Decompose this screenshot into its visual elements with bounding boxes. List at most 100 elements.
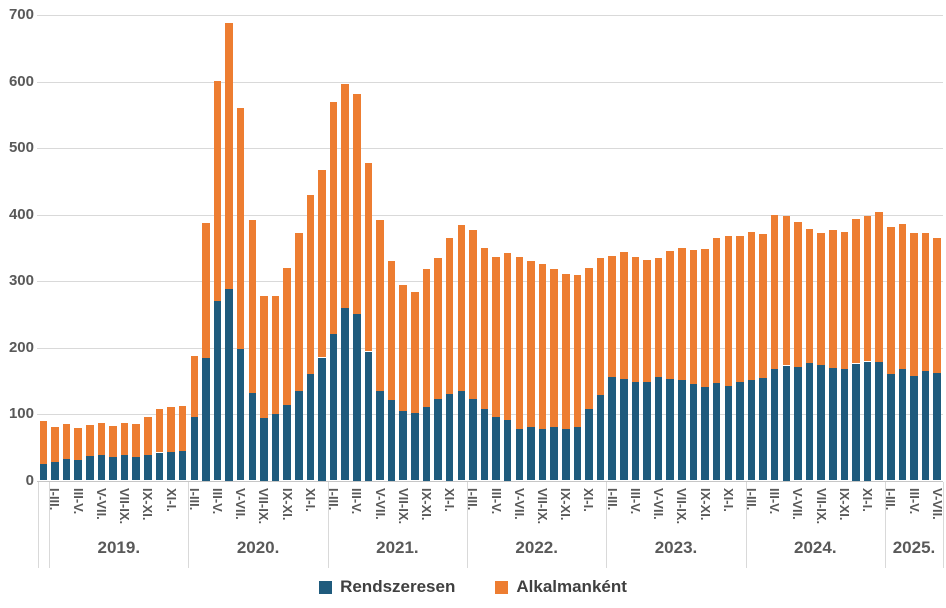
x-tick-label: I-III. xyxy=(604,488,620,511)
separator-after-group-2 xyxy=(327,482,329,568)
bar-segment-rendszeresen xyxy=(387,400,396,481)
bar-segment-alkalmankent xyxy=(51,426,59,462)
x-tick-label: V-VII. xyxy=(929,488,945,520)
x-tick-label: I-III. xyxy=(883,488,899,511)
bar-segment-alkalmankent xyxy=(353,94,361,315)
bar-segment-alkalmankent xyxy=(759,233,767,379)
bar-segment-rendszeresen xyxy=(51,461,59,481)
x-tick-label: IX-XI. xyxy=(697,488,713,521)
x-tick-label: VII-IX. xyxy=(674,488,690,525)
bar-segment-alkalmankent xyxy=(492,257,500,418)
bar-segment-alkalmankent xyxy=(260,295,268,418)
bar-segment-alkalmankent xyxy=(109,426,117,457)
bar-segment-rendszeresen xyxy=(434,399,442,481)
bar-segment-rendszeresen xyxy=(701,386,709,481)
bar-segment-rendszeresen xyxy=(283,405,291,481)
x-tick-label: IX-XI. xyxy=(836,488,852,521)
bar-segment-rendszeresen xyxy=(445,394,454,481)
bar-segment-rendszeresen xyxy=(840,369,849,481)
bar-segment-rendszeresen xyxy=(910,376,918,481)
bar-segment-alkalmankent xyxy=(341,83,349,309)
bar-segment-alkalmankent xyxy=(654,258,663,378)
bar-segment-rendszeresen xyxy=(97,455,106,481)
x-tick-label: XI-I. xyxy=(720,488,736,512)
bar-segment-rendszeresen xyxy=(770,369,779,481)
x-tick-label: XI-I. xyxy=(163,488,179,512)
bar-segment-alkalmankent xyxy=(887,226,895,374)
y-tick-label-0: 0 xyxy=(25,471,34,489)
bar-segment-rendszeresen xyxy=(457,390,465,481)
bar-segment-rendszeresen xyxy=(596,395,605,481)
bar-segment-rendszeresen xyxy=(492,417,500,481)
bar-segment-rendszeresen xyxy=(422,407,431,481)
gridline-0 xyxy=(37,480,943,482)
gridline-700 xyxy=(37,15,943,16)
bar-segment-rendszeresen xyxy=(527,426,535,481)
bar-segment-alkalmankent xyxy=(376,219,384,391)
bar-segment-alkalmankent xyxy=(155,409,164,453)
bar-segment-rendszeresen xyxy=(887,373,895,481)
bar-segment-rendszeresen xyxy=(260,418,268,481)
bar-segment-alkalmankent xyxy=(318,169,326,358)
x-tick-label: III-V. xyxy=(767,488,783,515)
x-tick-label: IX-XI. xyxy=(558,488,574,521)
bar-segment-rendszeresen xyxy=(678,380,686,481)
bar-segment-alkalmankent xyxy=(457,225,465,391)
year-label-2024: 2024. xyxy=(794,538,837,557)
bar-segment-rendszeresen xyxy=(794,366,802,481)
x-tick-label: VII-IX. xyxy=(395,488,411,525)
gridline-500 xyxy=(37,148,943,149)
separator-after-group-5 xyxy=(745,482,747,568)
legend: Rendszeresen Alkalmanként xyxy=(0,577,946,597)
x-tick-label: I-III. xyxy=(47,488,63,511)
bar-segment-rendszeresen xyxy=(376,390,384,481)
bar-segment-alkalmankent xyxy=(364,162,373,352)
bar-segment-alkalmankent xyxy=(724,235,732,387)
legend-label-rendszeresen: Rendszeresen xyxy=(340,577,456,596)
bar-segment-rendszeresen xyxy=(782,365,790,481)
x-tick-label: XI-I. xyxy=(860,488,875,512)
bar-segment-rendszeresen xyxy=(236,348,245,481)
x-tick-label: VII-IX. xyxy=(535,488,550,525)
bar-segment-rendszeresen xyxy=(736,382,744,481)
bar-segment-alkalmankent xyxy=(596,258,605,396)
bar-segment-alkalmankent xyxy=(445,237,454,395)
bar-segment-alkalmankent xyxy=(74,428,82,460)
bar-segment-alkalmankent xyxy=(701,249,709,387)
x-tick-label: IX-XI. xyxy=(279,488,295,521)
x-tick-label: V-VII. xyxy=(511,488,527,520)
bar-segment-rendszeresen xyxy=(898,368,907,481)
bar-segment-alkalmankent xyxy=(863,215,872,362)
bar-segment-rendszeresen xyxy=(550,427,558,481)
separator-start xyxy=(37,482,39,568)
bar-segment-rendszeresen xyxy=(86,455,94,481)
bar-segment-rendszeresen xyxy=(863,361,872,481)
bar-segment-alkalmankent xyxy=(132,424,140,457)
bar-segment-rendszeresen xyxy=(759,378,767,481)
bar-segment-rendszeresen xyxy=(62,458,71,481)
bar-segment-alkalmankent xyxy=(620,252,628,379)
x-tick-label: VII-IX. xyxy=(117,488,133,525)
bar-segment-alkalmankent xyxy=(933,238,941,374)
bar-segment-alkalmankent xyxy=(387,261,396,400)
separator-after-group-1 xyxy=(188,482,190,568)
bar-segment-alkalmankent xyxy=(144,416,152,456)
bar-segment-rendszeresen xyxy=(724,386,732,481)
x-tick-label: V-VII. xyxy=(372,488,388,520)
y-tick-label-700: 700 xyxy=(8,6,34,23)
bar-segment-rendszeresen xyxy=(353,314,361,481)
bar-segment-alkalmankent xyxy=(585,268,593,409)
x-tick-label: I-III. xyxy=(744,488,759,511)
y-tick-label-100: 100 xyxy=(8,405,34,422)
x-tick-label: IX-XI. xyxy=(418,488,434,521)
bar-segment-rendszeresen xyxy=(39,463,48,481)
bar-segment-alkalmankent xyxy=(527,261,535,427)
x-tick-label: III-V. xyxy=(488,488,504,515)
bar-segment-rendszeresen xyxy=(109,456,117,481)
bar-segment-alkalmankent xyxy=(225,23,233,289)
x-tick-label: III-V. xyxy=(349,488,365,515)
bar-segment-rendszeresen xyxy=(620,378,628,481)
x-tick-label: V-VII. xyxy=(651,488,667,520)
x-tick-label: V-VII. xyxy=(233,488,249,520)
bar-segment-rendszeresen xyxy=(318,357,326,481)
